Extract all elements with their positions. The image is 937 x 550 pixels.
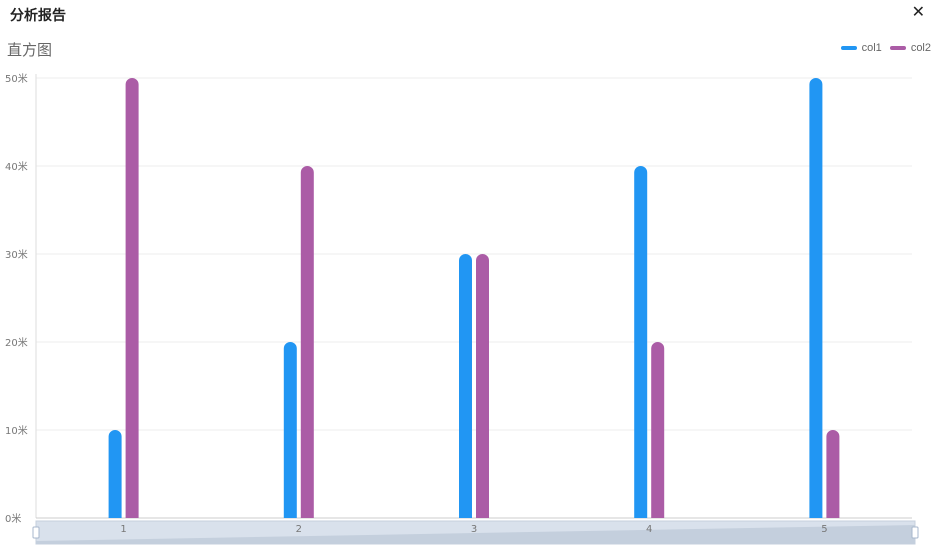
bar-col2-2 — [300, 166, 314, 518]
chart-title: 直方图 — [7, 41, 53, 59]
y-tick-label: 40米 — [5, 160, 28, 173]
dialog-title: 分析报告 — [10, 8, 66, 24]
x-tick-label: 5 — [821, 524, 827, 535]
legend-item-col1[interactable]: col1 — [840, 42, 882, 54]
legend-label-col1: col1 — [861, 42, 882, 54]
datazoom-handle-left[interactable] — [32, 526, 40, 539]
chart-legend: col1 col2 — [840, 42, 931, 54]
bar-col1-1 — [108, 430, 122, 518]
bar-col1-2 — [283, 342, 297, 518]
datazoom-shadow — [36, 525, 915, 544]
bar-col1-4 — [634, 166, 648, 518]
close-button[interactable]: ✕ — [911, 4, 925, 21]
y-tick-label: 50米 — [5, 72, 28, 85]
x-tick-label: 1 — [120, 524, 126, 535]
legend-swatch-col1 — [840, 46, 857, 50]
datazoom-handle-right[interactable] — [911, 526, 919, 539]
y-tick-label: 10米 — [5, 424, 28, 437]
y-tick-label: 30米 — [5, 248, 28, 261]
x-tick-label: 3 — [471, 524, 477, 535]
bar-col2-5 — [826, 430, 840, 518]
bar-col2-4 — [651, 342, 665, 518]
x-tick-label: 2 — [296, 524, 302, 535]
bar-col2-1 — [125, 78, 139, 518]
bar-col2-3 — [476, 254, 489, 518]
bar-col1-3 — [459, 254, 472, 518]
y-tick-label: 20米 — [5, 336, 28, 349]
legend-item-col2[interactable]: col2 — [889, 42, 931, 54]
bar-col1-5 — [809, 78, 823, 519]
legend-label-col2: col2 — [910, 42, 931, 54]
x-tick-label: 4 — [646, 524, 652, 535]
y-tick-label: 0米 — [5, 512, 21, 525]
legend-swatch-col2 — [889, 46, 906, 50]
